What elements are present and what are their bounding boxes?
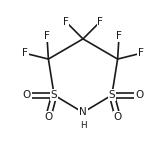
Text: F: F — [97, 17, 103, 27]
Text: O: O — [135, 90, 143, 100]
Text: S: S — [109, 90, 115, 100]
Text: F: F — [63, 17, 69, 27]
Text: F: F — [44, 31, 50, 41]
Text: O: O — [44, 112, 52, 122]
Text: F: F — [138, 48, 144, 58]
Text: O: O — [114, 112, 122, 122]
Text: N: N — [79, 107, 87, 117]
Text: S: S — [51, 90, 57, 100]
Text: H: H — [80, 121, 86, 130]
Text: F: F — [116, 31, 122, 41]
Text: F: F — [22, 48, 28, 58]
Text: O: O — [23, 90, 31, 100]
